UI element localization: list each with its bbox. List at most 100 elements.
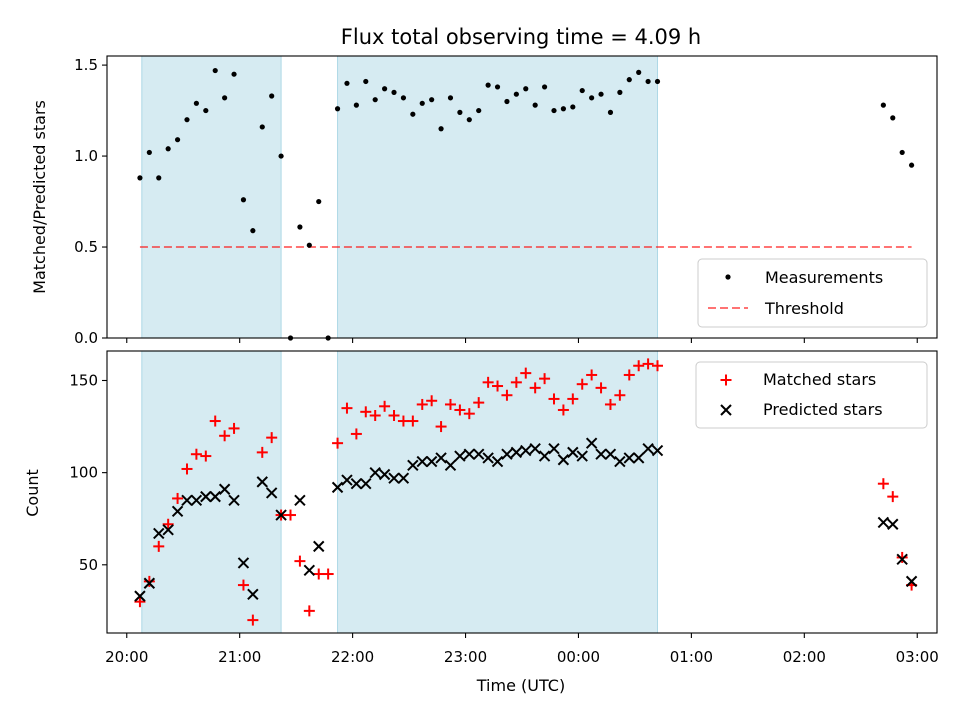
predicted-stars-point [887, 518, 899, 530]
predicted-stars-point [416, 455, 428, 468]
matched-stars-point [586, 369, 598, 381]
predicted-stars-point [435, 452, 447, 464]
legend-plus [720, 374, 732, 386]
predicted-stars-point [557, 454, 570, 466]
measurement-point [570, 104, 576, 110]
y-tick-label: 150 [69, 371, 98, 389]
ratio-x-axis-ticks [126, 338, 918, 343]
measurement-point [908, 162, 915, 168]
predicted-stars-point [162, 524, 174, 536]
matched-stars-point [332, 437, 344, 449]
predicted-stars-point [548, 442, 560, 455]
matched-stars-point [219, 430, 231, 442]
count-plot-frame [106, 350, 938, 634]
ratio-plot-frame [106, 55, 938, 339]
matched-stars-point [887, 491, 899, 503]
predicted-stars-point [491, 455, 504, 468]
measurement-point [278, 153, 284, 159]
count-y-axis: 50 100 150 [69, 371, 107, 574]
shaded-interval-1 [141, 55, 282, 339]
predicted-stars-point [200, 490, 212, 503]
matched-stars-point [237, 579, 249, 591]
predicted-stars-point [407, 459, 419, 471]
predicted-stars-point [567, 446, 579, 459]
measurement-point [476, 107, 482, 114]
measurements-legend-label: Measurements [765, 268, 883, 287]
measurement-point [372, 97, 378, 103]
matched-stars-point [623, 369, 635, 381]
time-x-axis: 20:00 21:00 22:00 23:00 00:00 01:00 02:00 03:00 [105, 633, 939, 666]
measurement-point [560, 106, 567, 112]
matched-stars-legend-label: Matched stars [763, 370, 876, 389]
matched-stars-point [181, 463, 193, 475]
count-legend: Matched stars Predicted stars [695, 361, 928, 429]
measurement-point [419, 100, 425, 106]
ratio-legend: Measurements Threshold [697, 258, 928, 328]
measurement-point [297, 224, 303, 230]
matched-stars-point [492, 380, 504, 392]
predicted-stars-point [595, 448, 607, 460]
predicted-stars-point [218, 483, 231, 495]
predicted-stars-point [237, 557, 250, 569]
measurement-point [165, 146, 171, 152]
y-tick-label: 0.5 [74, 238, 98, 256]
chart-title: Flux total observing time = 4.09 h [341, 25, 701, 49]
measurement-point [523, 86, 529, 92]
predicted-stars-series [134, 437, 918, 602]
predicted-stars-point [510, 446, 523, 459]
predicted-stars-point [294, 494, 306, 507]
measurement-point [222, 95, 228, 101]
measurement-point [589, 95, 595, 101]
measurement-point [316, 198, 322, 205]
measurement-point [391, 89, 397, 95]
matched-stars-point [426, 395, 438, 407]
matched-stars-point [633, 360, 645, 372]
matched-stars-point [435, 421, 447, 433]
predicted-stars-point [614, 455, 626, 468]
matched-stars-point [539, 373, 551, 385]
matched-stars-point [153, 540, 165, 552]
predicted-stars-point [143, 577, 156, 589]
measurement-point [203, 107, 209, 114]
ratio-legend-box [697, 258, 928, 328]
predicted-stars-point [896, 553, 908, 565]
predicted-stars-point [651, 444, 664, 457]
measurement-point [184, 117, 190, 123]
matched-stars-point [463, 408, 475, 420]
predicted-stars-point [190, 494, 203, 507]
matched-stars-point [896, 551, 908, 563]
predicted-stars-point [247, 588, 259, 601]
matched-stars-point [595, 382, 607, 394]
predicted-stars-point [604, 448, 617, 460]
measurement-point [598, 91, 604, 97]
predicted-stars-point [623, 452, 635, 464]
matched-stars-series [134, 358, 918, 626]
predicted-stars-point [388, 472, 400, 484]
predicted-stars-point [538, 450, 551, 462]
measurement-point [363, 78, 369, 85]
measurement-point [240, 197, 247, 203]
measurement-point [494, 84, 501, 90]
predicted-stars-point [313, 540, 325, 553]
measurement-point [607, 109, 614, 115]
matched-stars-point [322, 568, 334, 580]
matched-stars-point [557, 404, 569, 416]
shaded-interval-2 [337, 55, 659, 339]
matched-stars-point [473, 397, 485, 409]
matched-stars-point [397, 415, 409, 427]
measurement-point [353, 102, 359, 108]
observing-window-shading [141, 55, 659, 339]
x-tick-label: 20:00 [105, 648, 148, 666]
ratio-y-axis: 0.0 0.5 1.0 1.5 [74, 56, 107, 347]
measurement-point [541, 84, 548, 90]
predicted-stars-point [576, 450, 588, 462]
matched-stars-point [313, 568, 325, 580]
predicted-stars-point [369, 466, 381, 479]
predicted-stars-point [501, 448, 513, 460]
predicted-stars-point [905, 575, 918, 588]
predicted-stars-point [265, 487, 278, 499]
matched-stars-point [388, 410, 400, 422]
predicted-stars-point [378, 468, 391, 481]
matched-stars-point [134, 596, 146, 608]
matched-stars-point [200, 450, 212, 462]
